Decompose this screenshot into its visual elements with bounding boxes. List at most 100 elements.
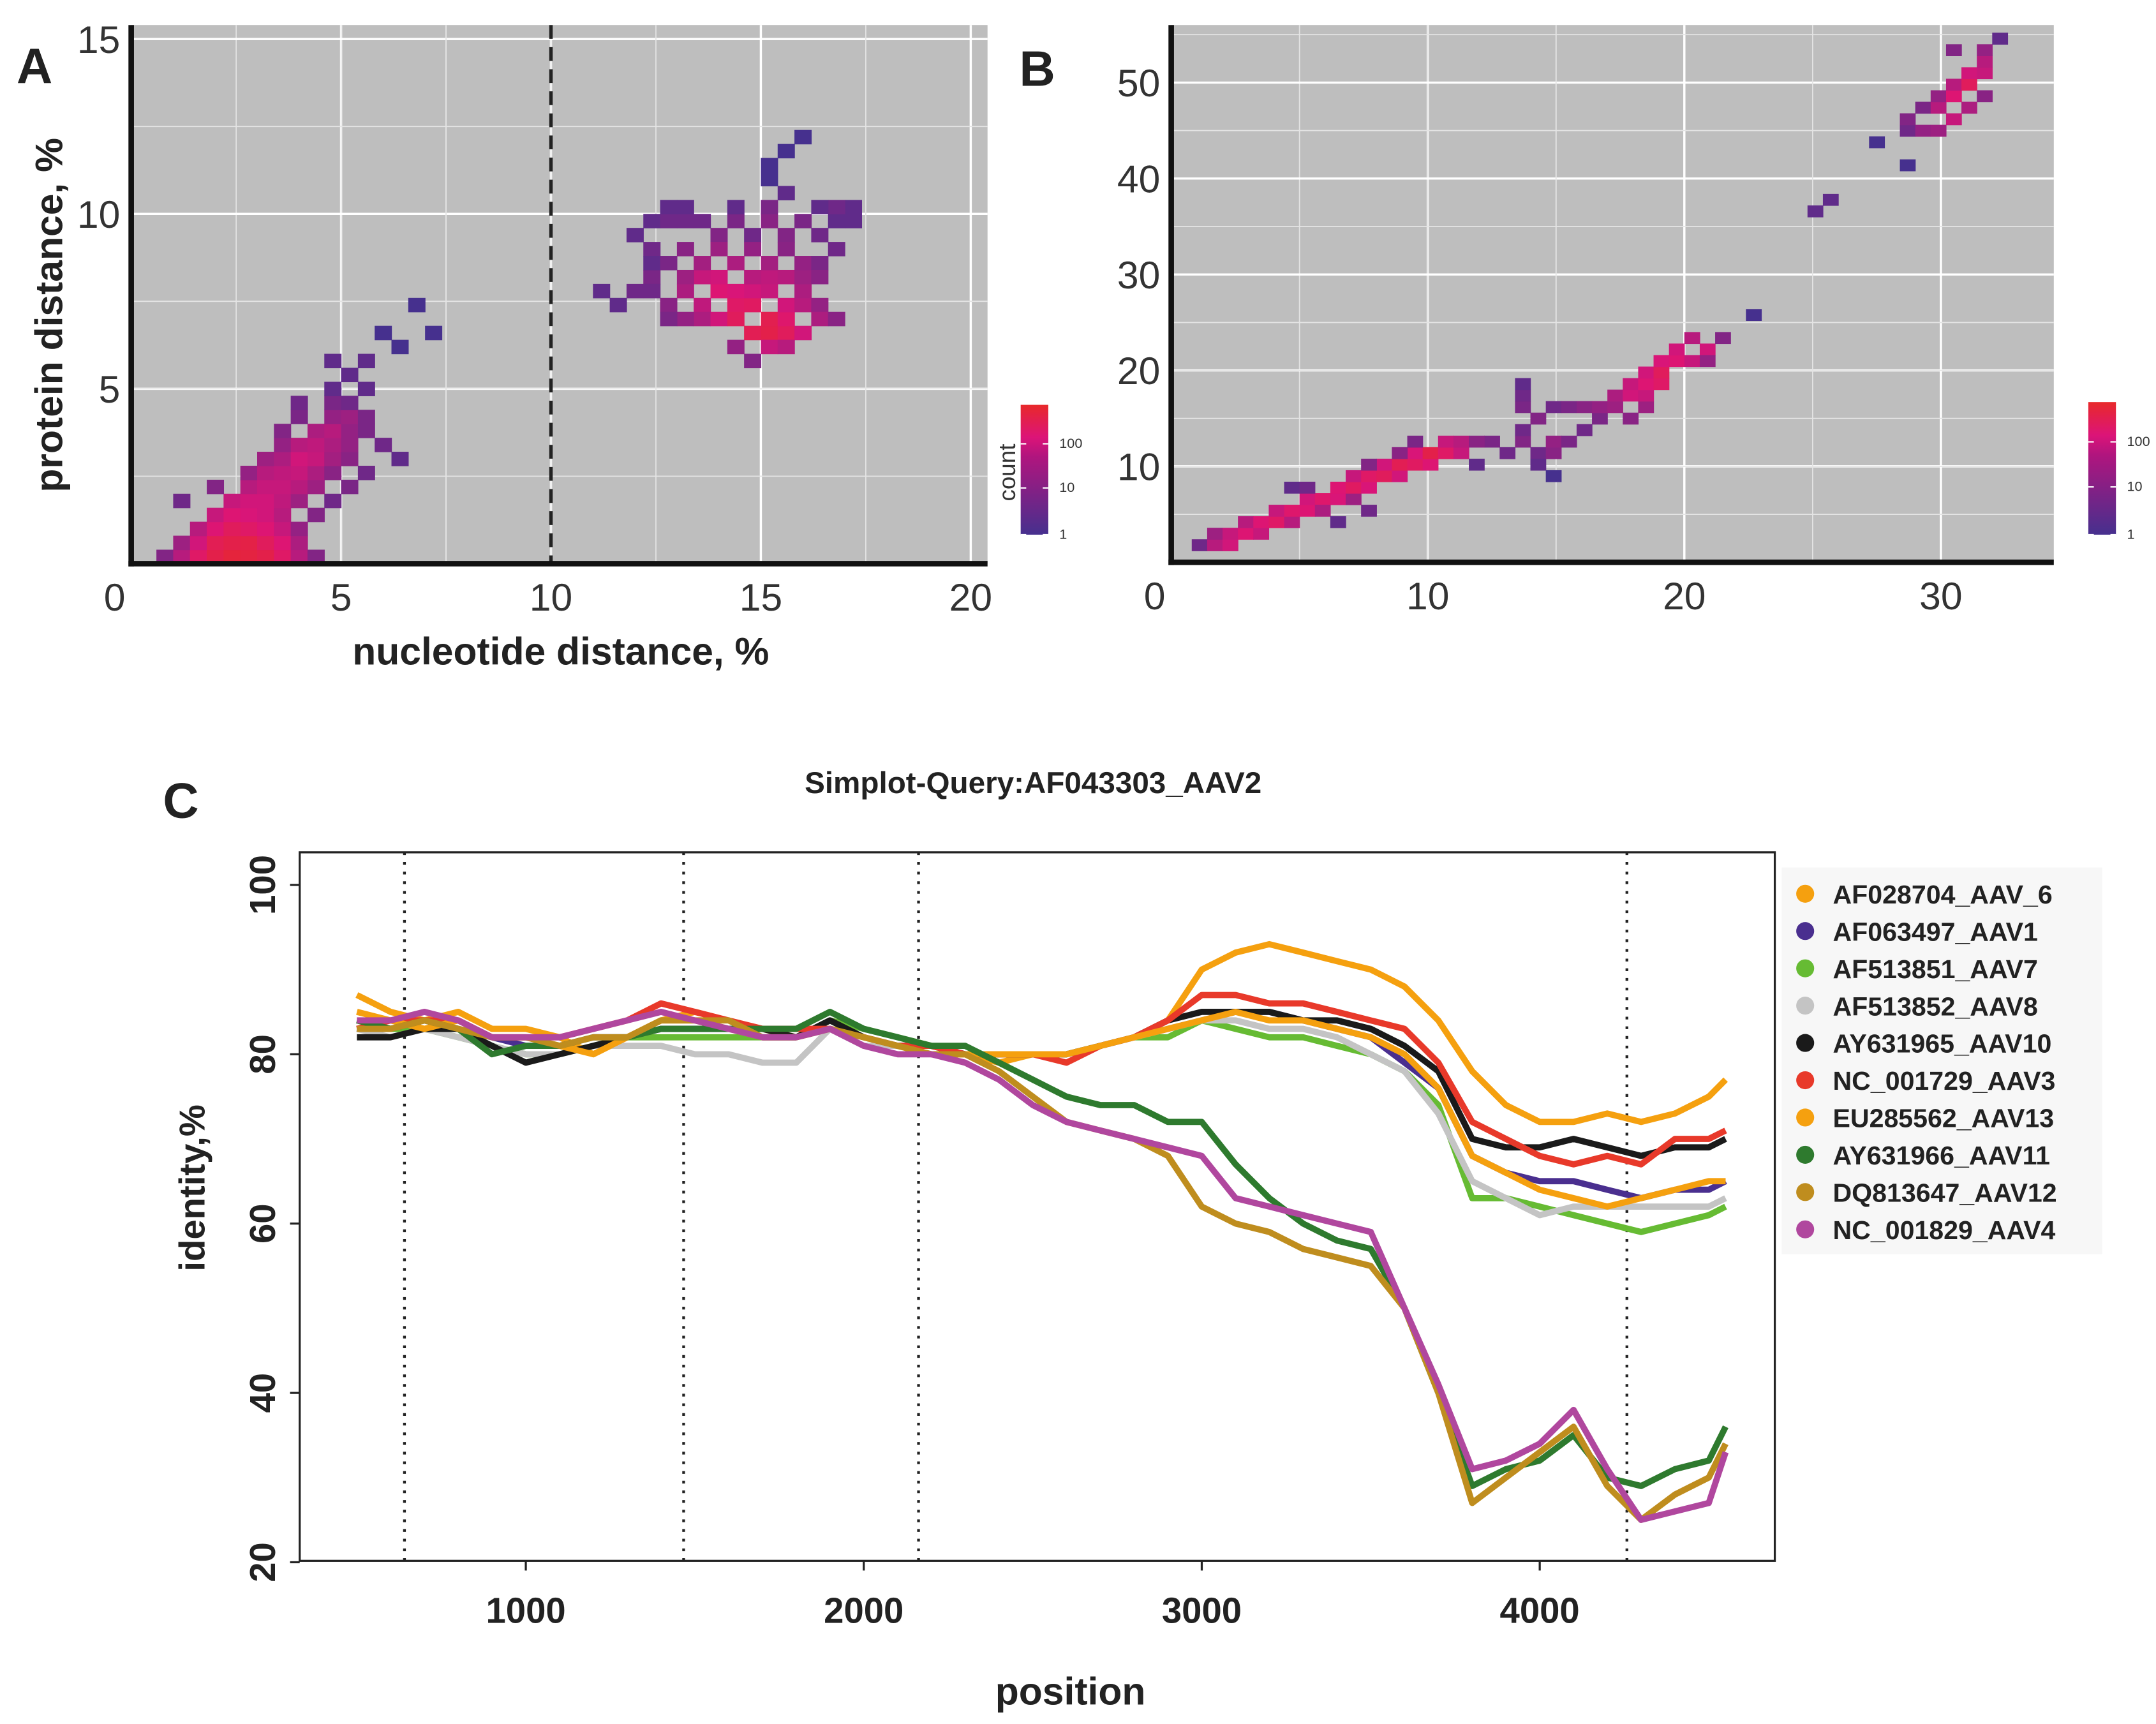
- heatmap-cell: [1961, 101, 1977, 114]
- heatmap-cell: [1638, 366, 1654, 379]
- heatmap-cell: [1346, 481, 1362, 494]
- x-tick-label: 15: [740, 576, 782, 619]
- x-tick-label: 0: [104, 576, 126, 619]
- heatmap-cell: [1191, 539, 1208, 551]
- heatmap-cell: [207, 535, 225, 551]
- x-tick-label: 0: [1144, 574, 1166, 618]
- legend-entry: NC_001829_AAV4: [1833, 1215, 2055, 1245]
- heatmap-cell: [777, 242, 795, 256]
- legend-marker: [1796, 959, 1815, 977]
- heatmap-cell: [1638, 401, 1654, 413]
- y-tick-label: 40: [242, 1373, 283, 1413]
- heatmap-cell: [1392, 470, 1408, 482]
- heatmap-cell: [694, 269, 711, 285]
- heatmap-cell: [1314, 505, 1331, 517]
- heatmap-cell: [811, 228, 829, 242]
- heatmap-cell: [1822, 193, 1839, 206]
- heatmap-cell: [1623, 378, 1639, 390]
- heatmap-cell: [1392, 447, 1408, 459]
- heatmap-cell: [274, 521, 292, 537]
- heatmap-cell: [375, 325, 392, 341]
- heatmap-cell: [761, 311, 778, 327]
- heatmap-cell: [1314, 493, 1331, 505]
- heatmap-cell: [1499, 447, 1516, 459]
- heatmap-cell: [1653, 378, 1670, 390]
- heatmap-cell: [710, 228, 728, 242]
- heatmap-cell: [391, 452, 409, 466]
- heatmap-cell: [727, 311, 745, 327]
- heatmap-cell: [777, 186, 795, 200]
- panel-label-c: C: [163, 773, 198, 829]
- heatmap-cell: [777, 228, 795, 242]
- heatmap-cell: [307, 424, 325, 438]
- heatmap-cell: [1561, 435, 1577, 448]
- heatmap-cell: [425, 325, 443, 341]
- heatmap-cell: [1453, 447, 1469, 459]
- heatmap-cell: [1607, 401, 1623, 413]
- heatmap-cell: [173, 535, 191, 551]
- heatmap-cell: [1961, 67, 1977, 80]
- heatmap-cell: [643, 256, 661, 271]
- heatmap-cell: [274, 493, 292, 509]
- heatmap-cell: [828, 311, 845, 327]
- heatmap-cell: [794, 325, 812, 341]
- legend-entry: EU285562_AAV13: [1833, 1104, 2054, 1133]
- heatmap-cell: [1515, 401, 1531, 413]
- x-tick-label: 20: [1663, 574, 1706, 618]
- heatmap-cell: [811, 297, 829, 313]
- heatmap-cell: [761, 200, 778, 214]
- heatmap-cell: [1623, 412, 1639, 425]
- heatmap-cell: [173, 493, 191, 509]
- heatmap-cell: [1284, 481, 1300, 494]
- heatmap-cell: [324, 382, 342, 396]
- legend-entry: AF513852_AAV8: [1833, 992, 2037, 1021]
- heatmap-cell: [223, 535, 241, 551]
- heatmap-cell: [290, 410, 308, 424]
- panel-c-y-axis-label: identity,%: [172, 1104, 212, 1272]
- legend-marker: [1796, 1183, 1815, 1201]
- heatmap-cell: [1607, 389, 1623, 402]
- legend-background: [1781, 867, 2102, 1254]
- heatmap-cell: [593, 283, 611, 299]
- heatmap-cell: [694, 256, 711, 271]
- heatmap-cell: [207, 549, 225, 565]
- heatmap-cell: [341, 479, 359, 494]
- heatmap-cell: [1238, 516, 1254, 528]
- heatmap-cell: [307, 479, 325, 494]
- heatmap-cell: [1699, 343, 1716, 356]
- heatmap-cell: [1869, 136, 1885, 149]
- heatmap-cell: [290, 438, 308, 452]
- heatmap-cell: [660, 297, 678, 313]
- heatmap-cell: [761, 172, 778, 187]
- heatmap-cell: [223, 493, 241, 509]
- heatmap-cell: [223, 549, 241, 565]
- heatmap-cell: [609, 297, 627, 313]
- heatmap-cell: [240, 521, 258, 537]
- heatmap-cell: [744, 242, 762, 256]
- heatmap-cell: [1207, 528, 1223, 540]
- heatmap-cell: [190, 535, 207, 551]
- heatmap-cell: [240, 465, 258, 480]
- heatmap-cell: [643, 242, 661, 256]
- heatmap-cell: [727, 200, 745, 214]
- heatmap-cell: [1299, 481, 1316, 494]
- colorbar-tick-label: 100: [2127, 433, 2150, 449]
- heatmap-cell: [290, 549, 308, 565]
- y-tick-label: 10: [77, 193, 120, 236]
- panel-b: 0 10 20 30 10 20 30 40 50 100 10 1: [1117, 25, 2150, 618]
- heatmap-cell: [357, 353, 375, 369]
- heatmap-cell: [1699, 355, 1716, 368]
- heatmap-cell: [274, 465, 292, 480]
- heatmap-cell: [1530, 458, 1547, 471]
- heatmap-cell: [1515, 435, 1531, 448]
- heatmap-cell: [643, 214, 661, 228]
- heatmap-cell: [274, 549, 292, 565]
- colorbar-tick-label: 1: [1059, 526, 1067, 542]
- colorbar-tick-label: 10: [2127, 479, 2143, 494]
- heatmap-cell: [777, 325, 795, 341]
- legend-marker: [1796, 1108, 1815, 1127]
- y-tick-label: 20: [1117, 349, 1160, 392]
- heatmap-cell: [290, 452, 308, 466]
- heatmap-cell: [1545, 435, 1562, 448]
- y-tick-label: 20: [242, 1542, 283, 1582]
